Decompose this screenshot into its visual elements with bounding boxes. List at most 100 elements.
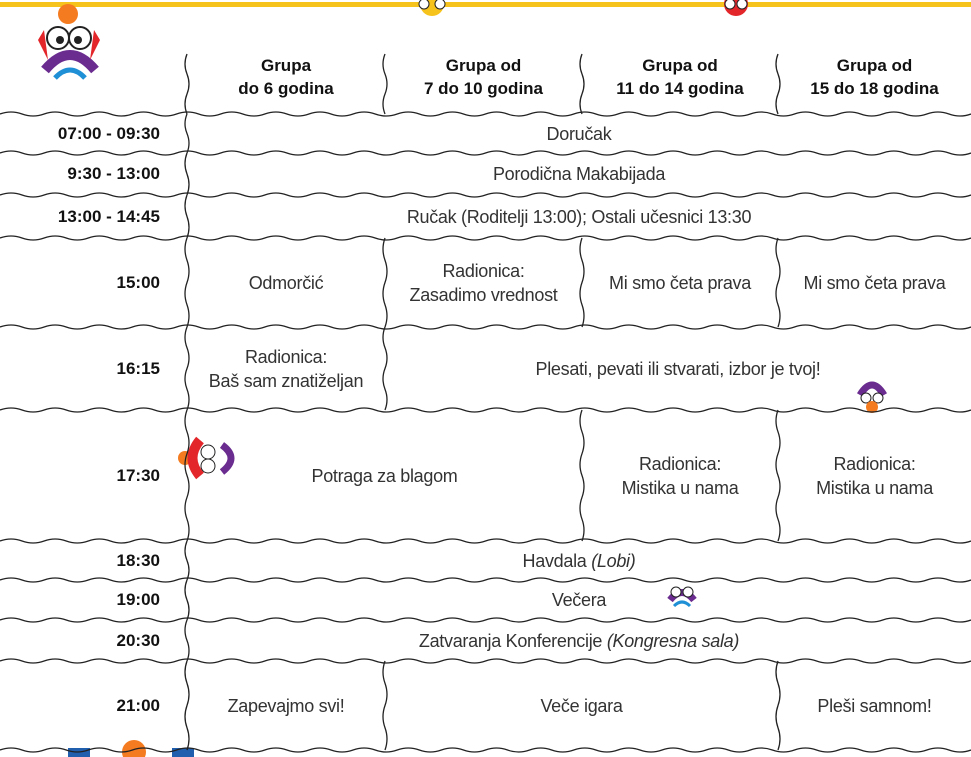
time-label: 21:00	[116, 695, 160, 715]
column-divider	[382, 53, 388, 115]
cell-text: Doručak	[546, 123, 612, 144]
row-divider	[0, 235, 971, 241]
cell-text: Potraga za blagom	[311, 465, 458, 486]
cell-line: Zasadimo vrednost	[410, 283, 558, 307]
row-divider	[0, 407, 971, 413]
cell-line: Doručak	[547, 122, 612, 146]
row-divider	[0, 658, 971, 664]
cell-text: Grupa od	[445, 56, 522, 75]
schedule-cell: Potraga za blagom	[187, 410, 582, 541]
cell-line: Porodična Makabijada	[493, 162, 665, 186]
time-label: 16:15	[116, 358, 160, 378]
mascot	[178, 436, 235, 480]
cell-line: Zatvaranja Konferencije (Kongresna sala)	[418, 629, 740, 653]
row-divider	[0, 538, 971, 544]
cell-text: Zasadimo vrednost	[409, 284, 558, 305]
cell-line: Radionica:	[833, 452, 915, 476]
cell-text: Veče igara	[540, 695, 623, 716]
schedule-cell: Plesati, pevati ili stvarati, izbor je t…	[385, 327, 971, 410]
time-label: 18:30	[116, 550, 160, 570]
column-divider	[184, 152, 190, 196]
schedule-cell: Mi smo četa prava	[778, 238, 971, 327]
cell-text: Ručak (Roditelji 13:00); Ostali učesnici…	[406, 206, 752, 227]
cell-line: Baš sam znatiželjan	[208, 369, 364, 393]
column-divider	[184, 113, 190, 154]
cell-line: Radionica:	[245, 345, 327, 369]
cell-line: Veče igara	[540, 694, 622, 718]
cell-text: Pleši samnom!	[817, 695, 932, 716]
cell-text: Radionica:	[638, 453, 722, 474]
column-divider	[382, 326, 388, 411]
row-divider	[0, 324, 971, 330]
cell-text: Zapevajmo svi!	[227, 695, 345, 716]
schedule-cell: Zapevajmo svi!	[187, 661, 385, 750]
column-header: Grupa od 15 do 18 godina	[778, 40, 971, 114]
row-divider	[0, 747, 971, 753]
row-divider	[0, 111, 971, 117]
cell-text: Mi smo četa prava	[803, 272, 946, 293]
schedule-cell: Odmorčić	[187, 238, 385, 327]
mascot	[38, 4, 100, 80]
cell-text: 11 do 14 godina	[616, 79, 744, 98]
cell-text: 15 do 18 godina	[810, 79, 939, 98]
column-divider	[775, 409, 781, 542]
row-divider	[0, 192, 971, 198]
cell-line: Večera	[551, 588, 607, 612]
column-divider	[184, 619, 190, 662]
column-divider	[184, 326, 190, 411]
time-label: 13:00 - 14:45	[57, 206, 160, 226]
schedule-cell: Havdala (Lobi)	[187, 541, 971, 580]
time-label: 07:00 - 09:30	[57, 123, 160, 143]
schedule-cell: Ručak (Roditelji 13:00); Ostali učesnici…	[187, 195, 971, 238]
schedule-cell: Porodična Makabijada	[187, 153, 971, 195]
schedule-cell: Večera	[187, 580, 971, 620]
column-divider	[775, 660, 781, 751]
cell-text: Večera	[551, 590, 607, 610]
cell-text: Grupa od	[642, 56, 718, 75]
top-bar	[0, 2, 971, 7]
schedule-cell: Radionica: Baš sam znatiželjan	[187, 327, 385, 410]
schedule-cell: Mi smo četa prava	[582, 238, 778, 327]
column-divider	[184, 53, 190, 115]
column-divider	[775, 53, 781, 115]
cell-text: Radionica:	[442, 260, 525, 281]
cell-text: Baš sam znatiželjan	[208, 370, 364, 391]
cell-line: Radionica:	[442, 259, 524, 283]
cell-line: Havdala (Lobi)	[523, 549, 636, 573]
column-divider	[579, 53, 585, 115]
cell-line: Plesati, pevati ili stvarati, izbor je t…	[536, 357, 821, 381]
cell-text: Zatvaranja Konferencije	[418, 630, 603, 651]
column-divider	[382, 660, 388, 751]
cell-text: Grupa	[260, 56, 312, 75]
cell-line: Odmorčić	[249, 271, 324, 295]
schedule-cell: Radionica: Zasadimo vrednost	[385, 238, 582, 327]
cell-text: Porodična Makabijada	[492, 164, 666, 184]
schedule-cell: Radionica: Mistika u nama	[582, 410, 778, 541]
cell-line: Mi smo četa prava	[609, 271, 751, 295]
cell-text: Mi smo četa prava	[609, 272, 751, 293]
time-label: 17:30	[116, 465, 160, 485]
cell-text: 7 do 10 godina	[423, 79, 544, 98]
schedule-cell: Zatvaranja Konferencije (Kongresna sala)	[187, 620, 971, 661]
mascot	[667, 586, 697, 608]
cell-text: Mistika u nama	[621, 477, 739, 498]
time-label: 19:00	[116, 590, 160, 609]
column-header: Grupa do 6 godina	[187, 40, 385, 114]
time-label: 9:30 - 13:00	[67, 164, 160, 183]
mascot	[856, 381, 888, 413]
cell-line: Ručak (Roditelji 13:00); Ostali učesnici…	[406, 205, 752, 229]
cell-text: Grupa od	[836, 56, 913, 75]
cell-text: Plesati, pevati ili stvarati, izbor je t…	[535, 358, 821, 379]
column-divider	[579, 409, 585, 542]
cell-text: Odmorčić	[248, 272, 324, 293]
schedule-cell: Pleši samnom!	[778, 661, 971, 750]
row-divider	[0, 577, 971, 583]
column-header: Grupa od 11 do 14 godina	[582, 40, 778, 114]
cell-line: Mistika u nama	[622, 476, 739, 500]
cell-line: Mi smo četa prava	[804, 271, 946, 295]
column-divider	[579, 237, 585, 328]
schedule-cell: Veče igara	[385, 661, 778, 750]
cell-text: Radionica:	[244, 346, 328, 367]
column-divider	[184, 409, 190, 542]
cell-line: Pleši samnom!	[817, 694, 931, 718]
